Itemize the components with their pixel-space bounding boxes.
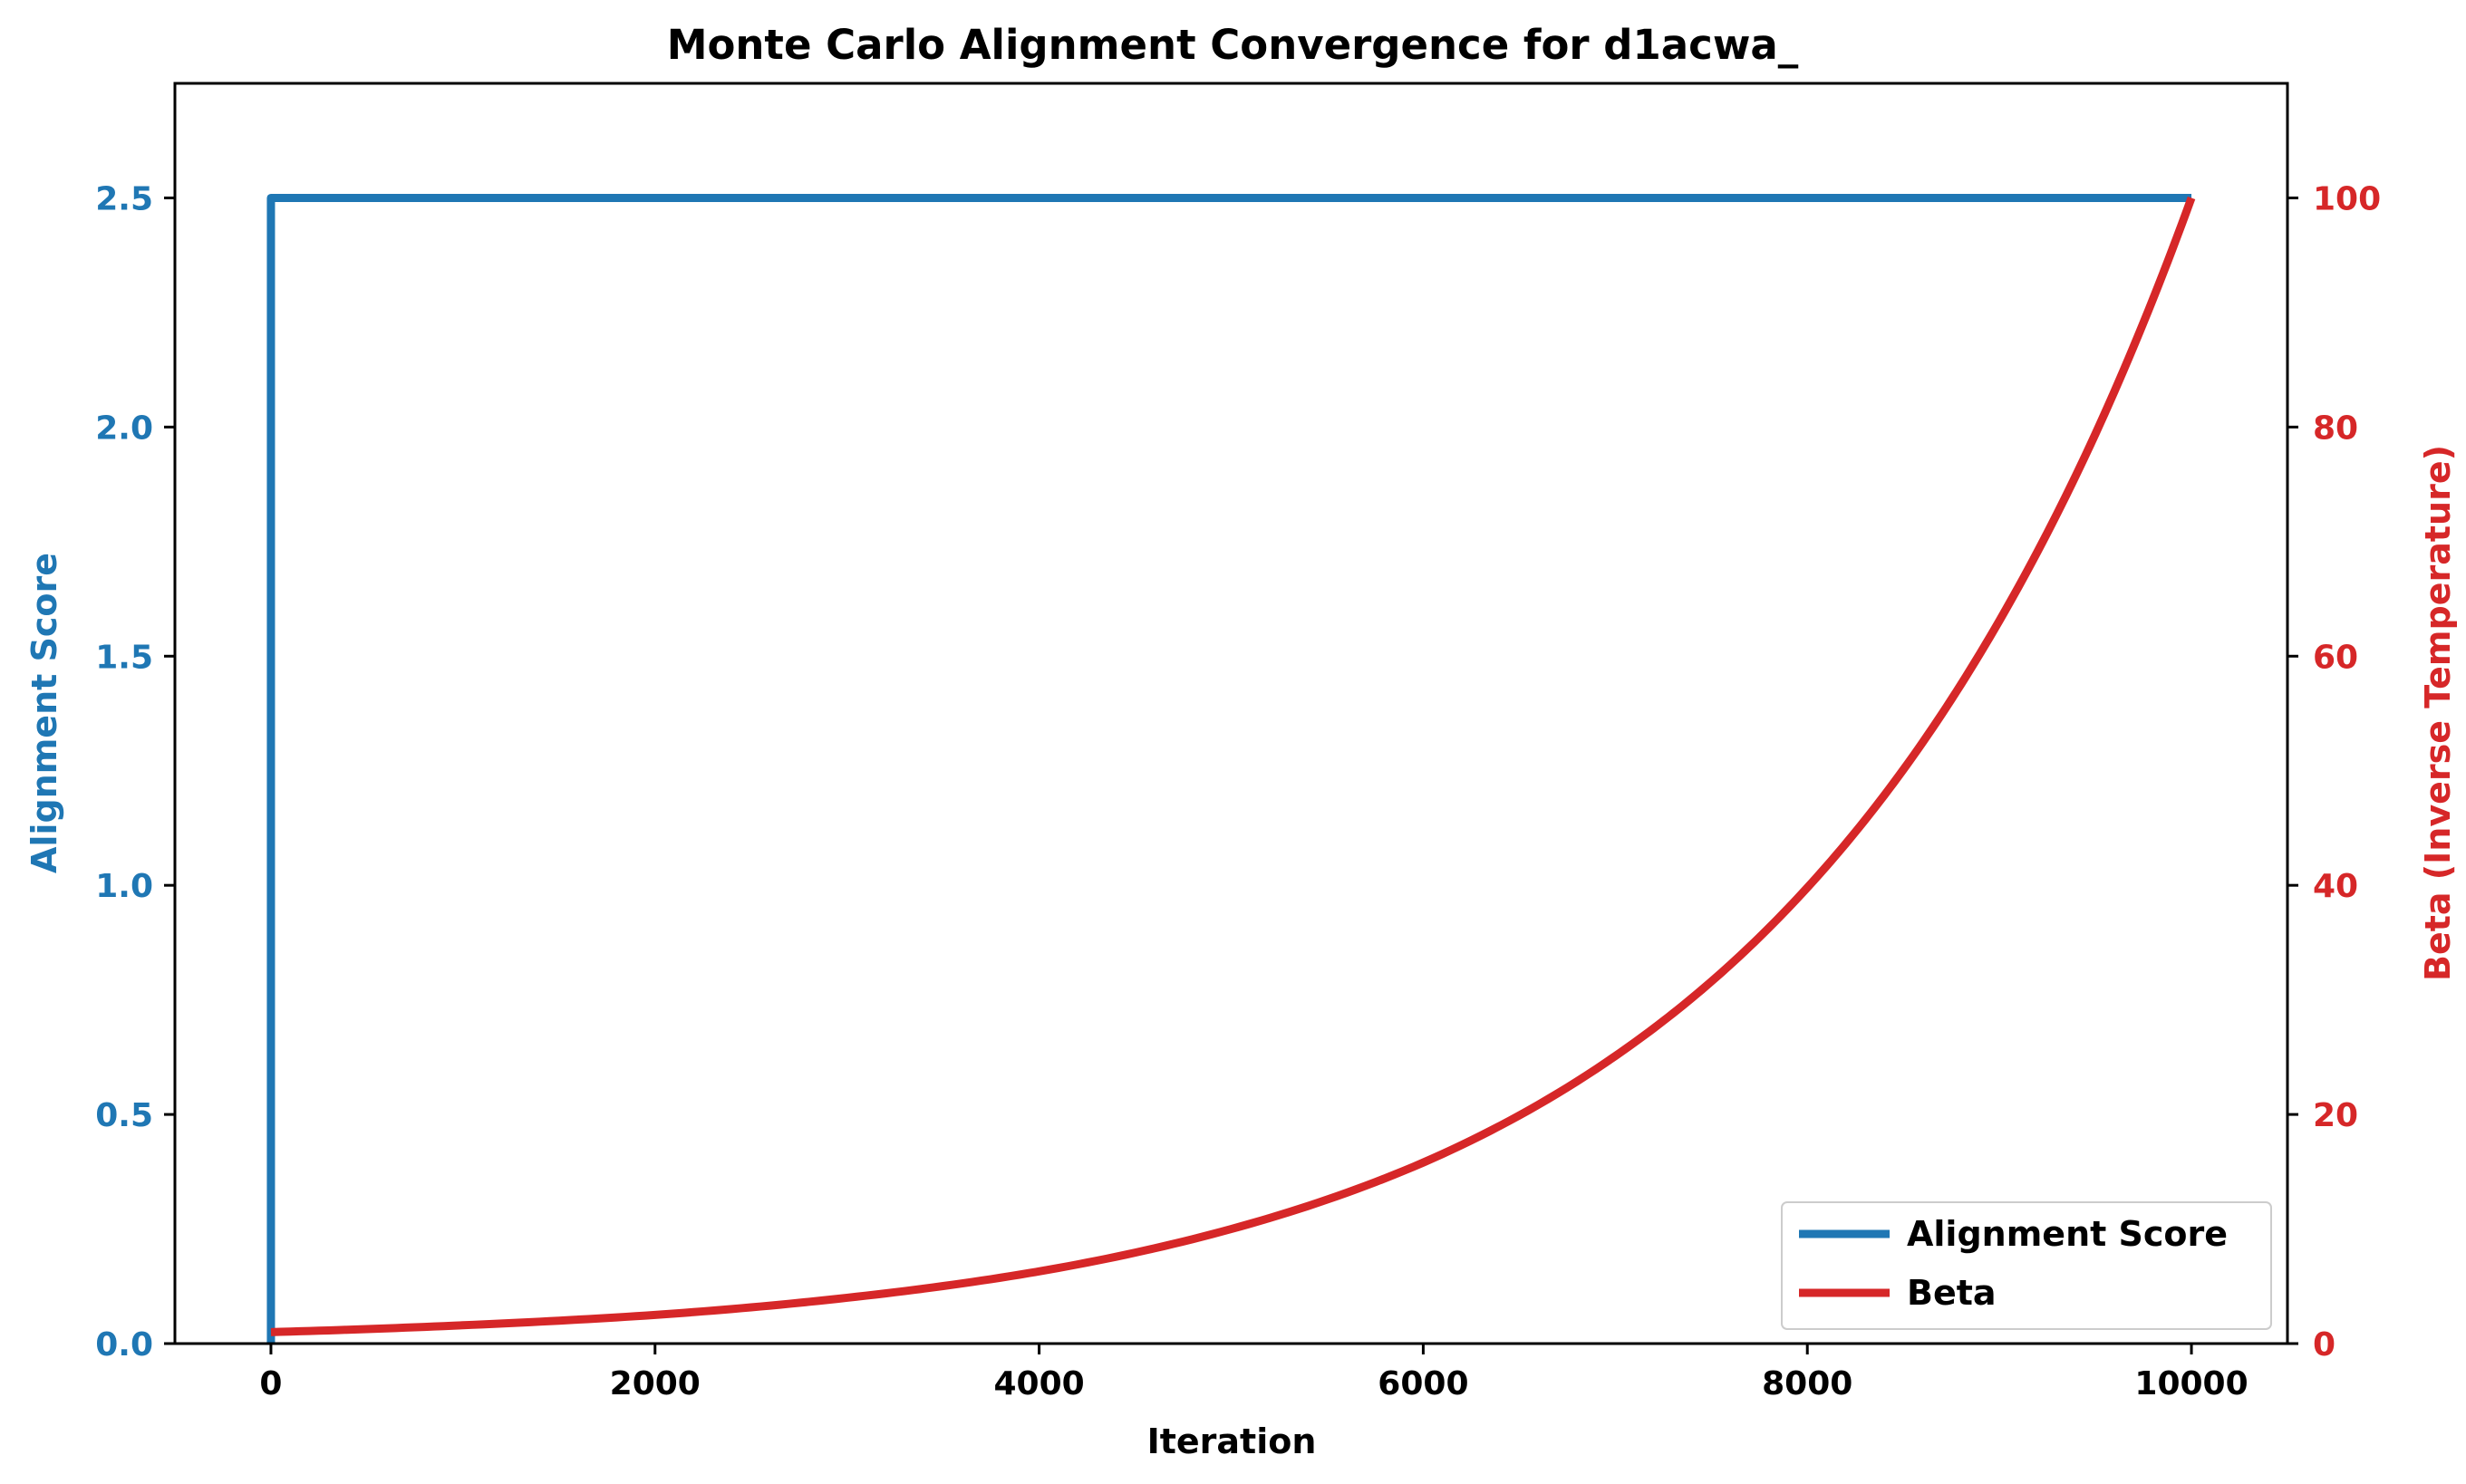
x-axis: 0 2000 4000 6000 8000 10000 bbox=[259, 1344, 2248, 1402]
series-line-alignment-score bbox=[266, 193, 2192, 1344]
legend: Alignment Score Beta bbox=[1781, 1201, 2272, 1330]
y-left-tick-label: 2.5 bbox=[95, 180, 153, 217]
x-tick-label: 2000 bbox=[610, 1365, 701, 1402]
y-right-tick-label: 0 bbox=[2313, 1326, 2335, 1364]
y-axis-right-label: Beta (Inverse Temperature) bbox=[2418, 445, 2458, 981]
y-axis-right: 0 20 40 60 80 100 bbox=[2287, 180, 2381, 1364]
chart-title: Monte Carlo Alignment Convergence for d1… bbox=[667, 21, 1799, 69]
y-right-tick-label: 20 bbox=[2313, 1097, 2358, 1134]
x-tick-label: 0 bbox=[259, 1365, 282, 1402]
y-right-tick-label: 60 bbox=[2313, 639, 2358, 676]
y-left-tick-label: 0.5 bbox=[95, 1097, 153, 1134]
x-tick-label: 4000 bbox=[993, 1365, 1084, 1402]
y-left-tick-label: 2.0 bbox=[95, 410, 153, 447]
legend-label-beta: Beta bbox=[1907, 1273, 1997, 1313]
y-axis-left: 0.0 0.5 1.0 1.5 2.0 2.5 bbox=[95, 180, 175, 1364]
legend-box bbox=[1781, 1201, 2272, 1330]
y-right-tick-label: 80 bbox=[2313, 410, 2358, 447]
y-left-tick-label: 0.0 bbox=[95, 1326, 153, 1364]
y-right-tick-label: 100 bbox=[2313, 180, 2381, 217]
x-tick-label: 8000 bbox=[1762, 1365, 1852, 1402]
x-tick-label: 6000 bbox=[1378, 1365, 1468, 1402]
legend-label-alignment: Alignment Score bbox=[1907, 1214, 2228, 1254]
series-layer bbox=[266, 193, 2196, 1344]
y-axis-left-label: Alignment Score bbox=[24, 553, 64, 873]
x-axis-label: Iteration bbox=[1147, 1421, 1317, 1461]
plot-frame bbox=[173, 82, 2289, 1345]
x-tick-label: 10000 bbox=[2134, 1365, 2248, 1402]
y-right-tick-label: 40 bbox=[2313, 868, 2358, 905]
y-left-tick-label: 1.5 bbox=[95, 639, 153, 676]
y-left-tick-label: 1.0 bbox=[95, 868, 153, 905]
series-line-beta bbox=[270, 196, 2196, 1336]
